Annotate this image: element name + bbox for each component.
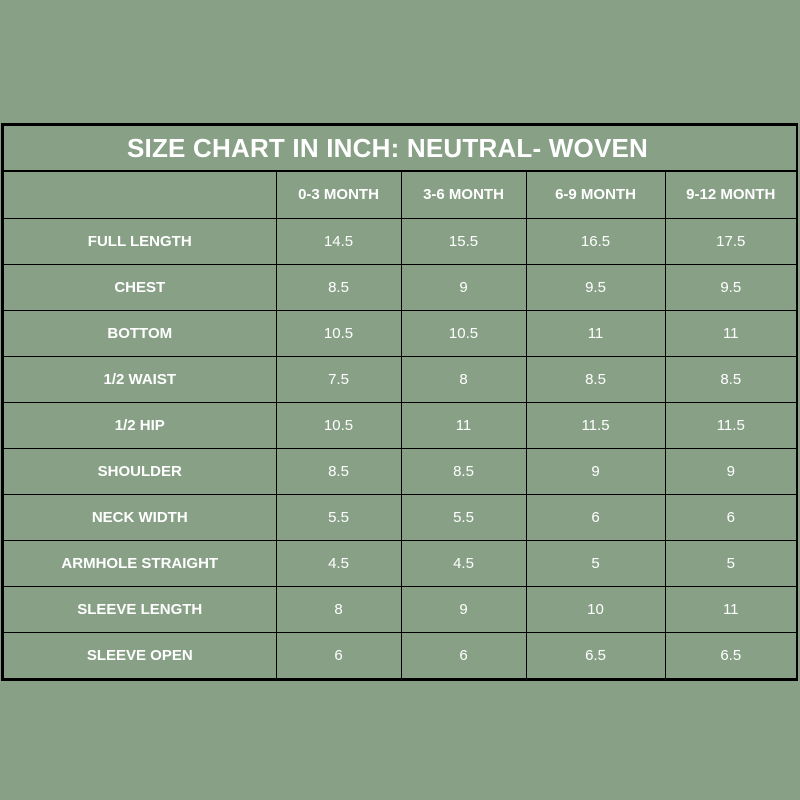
table-cell: 14.5 [275,217,402,265]
table-cell: 6 [275,631,402,678]
row-label: 1/2 WAIST [4,355,277,403]
table-row: SHOULDER 8.5 8.5 9 9 [4,447,796,495]
table-cell: 8.5 [525,355,666,403]
table-row: NECK WIDTH 5.5 5.5 6 6 [4,493,796,541]
table-cell: 5 [525,539,666,587]
table-cell: 8 [400,355,527,403]
table-cell: 10 [525,585,666,633]
row-label: CHEST [4,263,277,311]
table-row: SLEEVE OPEN 6 6 6.5 6.5 [4,631,796,678]
row-label: SHOULDER [4,447,277,495]
column-header [4,172,277,219]
table-cell: 10.5 [275,401,402,449]
table-row: ARMHOLE STRAIGHT 4.5 4.5 5 5 [4,539,796,587]
row-label: ARMHOLE STRAIGHT [4,539,277,587]
column-header: 6-9 MONTH [525,172,666,219]
table-cell: 11.5 [664,401,796,449]
table-cell: 8 [275,585,402,633]
table-row: 1/2 HIP 10.5 11 11.5 11.5 [4,401,796,449]
row-label: SLEEVE LENGTH [4,585,277,633]
table-row: BOTTOM 10.5 10.5 11 11 [4,309,796,357]
table-cell: 11 [400,401,527,449]
row-label: 1/2 HIP [4,401,277,449]
table-cell: 4.5 [275,539,402,587]
table-cell: 6 [400,631,527,678]
table-cell: 11 [664,585,796,633]
table-cell: 17.5 [664,217,796,265]
row-label: NECK WIDTH [4,493,277,541]
table-cell: 15.5 [400,217,527,265]
table-cell: 16.5 [525,217,666,265]
column-header: 3-6 MONTH [400,172,527,219]
table-cell: 9 [525,447,666,495]
table-cell: 11 [664,309,796,357]
table-cell: 9.5 [525,263,666,311]
table-row: SLEEVE LENGTH 8 9 10 11 [4,585,796,633]
table-cell: 9 [664,447,796,495]
size-table: 0-3 MONTH 3-6 MONTH 6-9 MONTH 9-12 MONTH FUL… [4,172,796,678]
table-cell: 6 [525,493,666,541]
table-row: FULL LENGTH 14.5 15.5 16.5 17.5 [4,217,796,265]
table-cell: 5.5 [275,493,402,541]
table-cell: 9.5 [664,263,796,311]
table-cell: 8.5 [400,447,527,495]
table-cell: 8.5 [275,447,402,495]
table-cell: 6.5 [664,631,796,678]
size-chart: SIZE CHART IN INCH: NEUTRAL- WOVEN 0-3 M… [1,123,798,681]
table-cell: 10.5 [400,309,527,357]
table-cell: 6.5 [525,631,666,678]
row-label: SLEEVE OPEN [4,631,277,678]
table-cell: 5.5 [400,493,527,541]
table-cell: 9 [400,585,527,633]
table-cell: 4.5 [400,539,527,587]
table-cell: 5 [664,539,796,587]
chart-title: SIZE CHART IN INCH: NEUTRAL- WOVEN [4,126,796,172]
table-cell: 6 [664,493,796,541]
table-cell: 11 [525,309,666,357]
table-cell: 8.5 [275,263,402,311]
row-label: FULL LENGTH [4,217,277,265]
table-cell: 7.5 [275,355,402,403]
table-cell: 9 [400,263,527,311]
header-row: 0-3 MONTH 3-6 MONTH 6-9 MONTH 9-12 MONTH [4,172,796,219]
table-row: CHEST 8.5 9 9.5 9.5 [4,263,796,311]
table-cell: 8.5 [664,355,796,403]
row-label: BOTTOM [4,309,277,357]
column-header: 9-12 MONTH [664,172,796,219]
table-row: 1/2 WAIST 7.5 8 8.5 8.5 [4,355,796,403]
column-header: 0-3 MONTH [275,172,402,219]
table-cell: 10.5 [275,309,402,357]
table-cell: 11.5 [525,401,666,449]
